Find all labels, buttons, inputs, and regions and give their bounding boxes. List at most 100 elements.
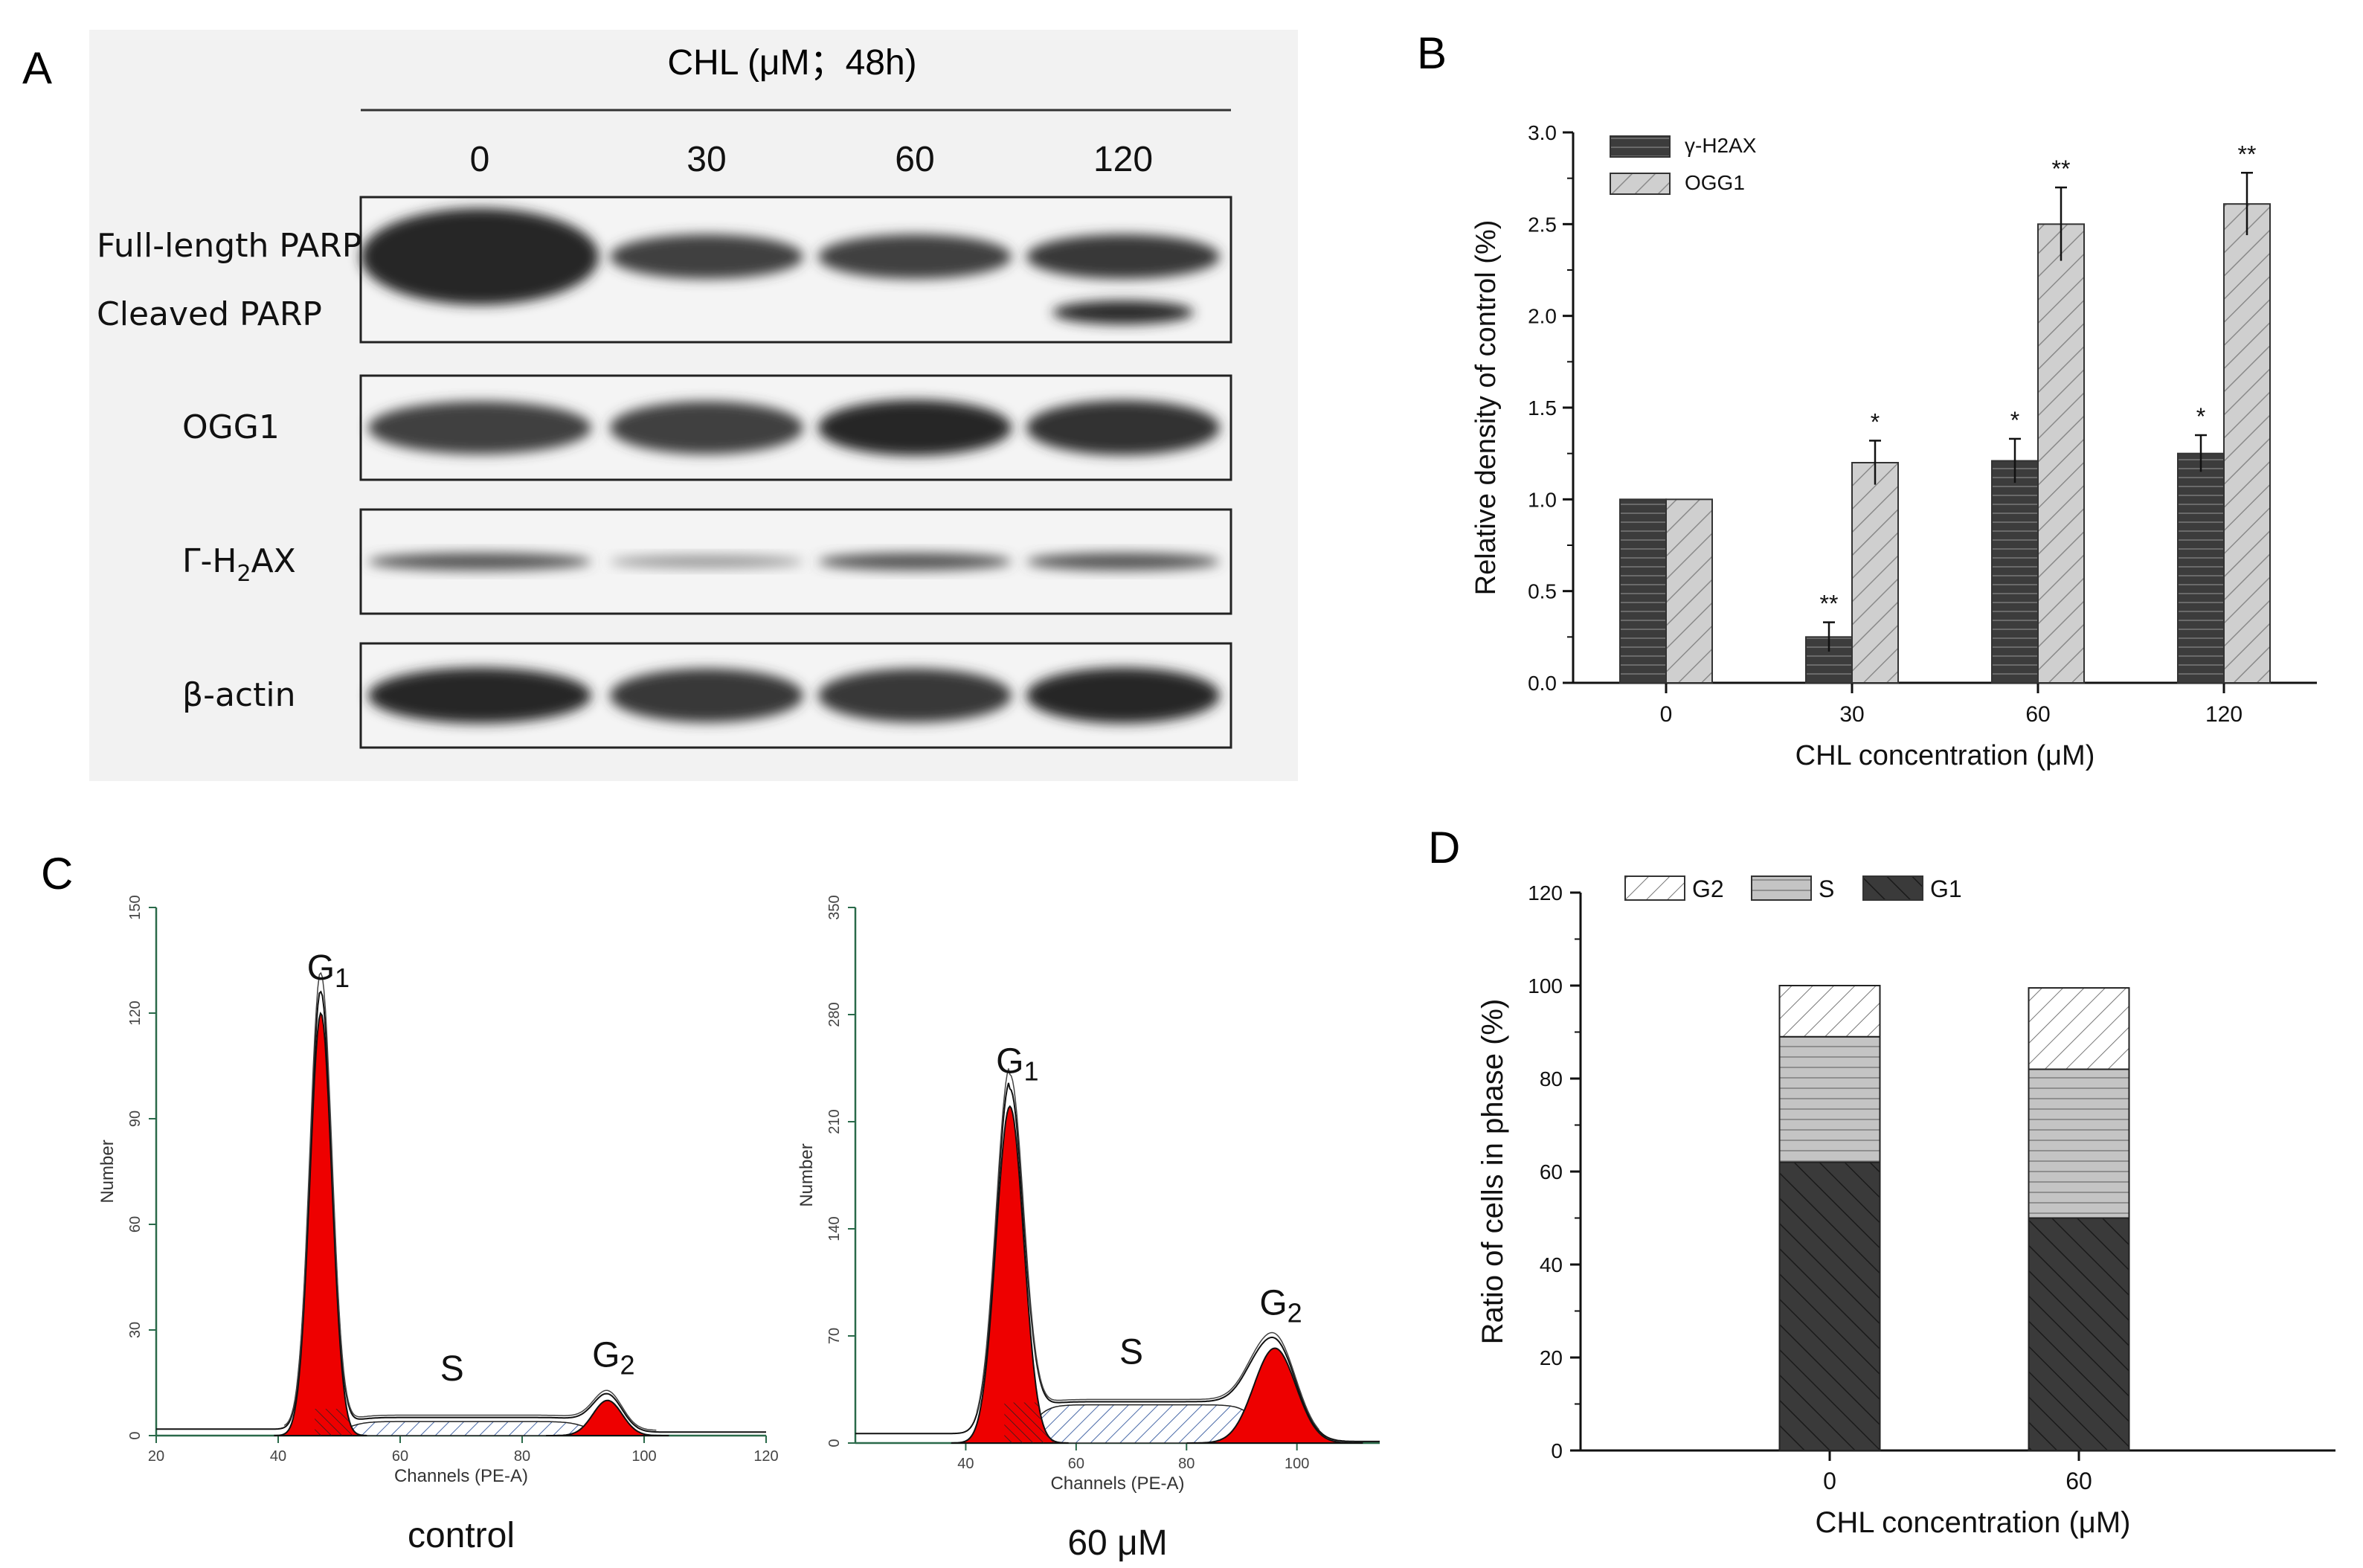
y-tick-label: 3.0 — [1528, 121, 1557, 144]
densitometry-chart: 0.00.51.01.52.02.53.00 30***60***120***CH… — [1470, 121, 2317, 771]
x-tick-label: 120 — [753, 1448, 778, 1465]
blot-band — [610, 555, 803, 568]
significance-marker: * — [2196, 403, 2205, 430]
y-tick-label: 150 — [127, 895, 144, 919]
western-blot-panel: CHL (μM；48h) 0 30 60 120 Full-length PARP Cl… — [89, 30, 1298, 781]
x-tick-label: 100 — [1285, 1456, 1309, 1472]
y-tick-label: 0 — [1551, 1439, 1563, 1462]
legend-label: S — [1819, 875, 1834, 902]
y-tick-label: 20 — [1540, 1346, 1563, 1369]
x-tick-label: 100 — [631, 1448, 656, 1465]
blot-band — [1026, 234, 1220, 279]
overlap-area — [1004, 1402, 1065, 1443]
blot-row: Γ-H2AX — [182, 508, 1232, 615]
histogram-caption: control — [408, 1516, 515, 1555]
blot-rows: Full-length PARP Cleaved PARP OGG1 Γ-H2AX β-… — [97, 196, 1232, 749]
s-label: S — [440, 1349, 464, 1389]
x-tick-label: 60 — [2025, 702, 2050, 727]
y-axis-title: Ratio of cells in phase (%) — [1476, 999, 1509, 1345]
x-tick-label: 40 — [957, 1456, 974, 1472]
y-tick-label: 1.0 — [1528, 488, 1557, 511]
g1-label: G1 — [307, 948, 350, 993]
significance-marker: * — [1871, 408, 1880, 435]
bar-gamma-h2ax — [1619, 498, 1667, 684]
x-tick-label: 0 — [1660, 702, 1673, 727]
stacked-bar-g1 — [2028, 1217, 2130, 1451]
y-tick-label: 2.5 — [1528, 213, 1557, 236]
y-tick-label: 1.5 — [1528, 396, 1557, 420]
blot-band — [368, 667, 591, 724]
blot-row: OGG1 — [182, 374, 1232, 481]
panel-label-a: A — [22, 43, 52, 93]
x-tick-label: 80 — [514, 1448, 530, 1465]
y-axis-title: Number — [97, 1140, 118, 1203]
panel-label-b: B — [1417, 28, 1447, 78]
y-tick-label: 280 — [826, 1002, 843, 1026]
stacked-bar-s — [2028, 1068, 2130, 1219]
legend-swatch — [1610, 173, 1671, 195]
significance-marker: ** — [2052, 155, 2071, 182]
treatment-header: CHL (μM；48h) — [667, 43, 916, 83]
x-tick-label: 60 — [392, 1448, 408, 1465]
x-axis-title: CHL concentration (μM) — [1795, 740, 2095, 771]
data-envelope — [283, 971, 657, 1431]
y-tick-label: 350 — [826, 895, 843, 919]
stacked-bar-g2 — [2028, 987, 2130, 1070]
blot-band — [368, 553, 591, 571]
significance-marker: ** — [2238, 141, 2257, 167]
significance-marker: * — [2010, 407, 2019, 434]
y-tick-label: 60 — [127, 1216, 144, 1233]
g1-peak — [951, 1105, 1069, 1444]
histogram-caption: 60 μM — [1067, 1523, 1167, 1563]
legend-label: γ-H2AX — [1685, 134, 1757, 157]
blot-band — [1026, 667, 1220, 724]
y-tick-label: 0.0 — [1528, 672, 1557, 695]
x-axis-title: Channels (PE-A) — [1050, 1474, 1184, 1494]
blot-band — [610, 668, 803, 723]
blot-band — [610, 401, 803, 454]
y-tick-label: 100 — [1528, 974, 1563, 997]
fit-envelope — [855, 1082, 1380, 1442]
blot-band — [818, 399, 1012, 456]
y-tick-label: 2.0 — [1528, 305, 1557, 328]
significance-marker: ** — [1820, 591, 1839, 617]
y-tick-label: 90 — [127, 1111, 144, 1127]
x-tick-label: 0 — [1823, 1468, 1836, 1494]
g2-label: G2 — [1259, 1283, 1302, 1328]
x-axis-title: CHL concentration (μM) — [1816, 1506, 2131, 1539]
g1-peak — [274, 1011, 367, 1436]
x-tick-label: 30 — [1839, 702, 1864, 727]
y-tick-label: 120 — [1528, 881, 1563, 905]
g2-label: G2 — [592, 1336, 634, 1381]
stacked-bar-g2 — [1778, 985, 1881, 1038]
lane-labels: 0 30 60 120 — [470, 140, 1153, 179]
y-tick-label: 120 — [127, 1000, 144, 1025]
y-tick-label: 140 — [826, 1216, 843, 1241]
cell-cycle-histogram-control: 0 30 60 90 120 150 20 40 60 80 100 120 Channels (PE-… — [97, 895, 779, 1555]
cell-cycle-histogram-60um: 0 70 140 210 280 350 40 60 80 100 Channels (PE-A) N… — [797, 895, 1380, 1563]
lane-label: 120 — [1093, 140, 1153, 179]
bar-ogg1 — [1665, 498, 1713, 684]
blot-band — [1026, 400, 1220, 455]
legend-swatch — [1862, 875, 1923, 901]
blot-row-label-cleaved: Cleaved PARP — [97, 295, 322, 333]
y-tick-label: 0 — [826, 1439, 843, 1447]
data-envelope — [976, 1068, 1319, 1430]
x-tick-label: 60 — [1068, 1456, 1084, 1472]
y-axis-title: Relative density of control (%) — [1470, 220, 1502, 596]
s-label: S — [1119, 1333, 1143, 1372]
g1-label: G1 — [996, 1041, 1038, 1086]
blot-row: β-actin — [182, 642, 1232, 749]
blot-band — [818, 668, 1012, 723]
s-phase-area — [308, 1421, 633, 1436]
y-tick-label: 70 — [826, 1328, 843, 1344]
stacked-bar-s — [1778, 1035, 1881, 1163]
x-tick-label: 80 — [1178, 1456, 1195, 1472]
blot-row-label: β-actin — [182, 676, 295, 714]
legend-swatch — [1751, 875, 1812, 901]
blot-band — [818, 553, 1012, 571]
fit-envelope — [156, 990, 766, 1433]
blot-band — [361, 208, 599, 305]
legend-swatch — [1624, 875, 1685, 901]
